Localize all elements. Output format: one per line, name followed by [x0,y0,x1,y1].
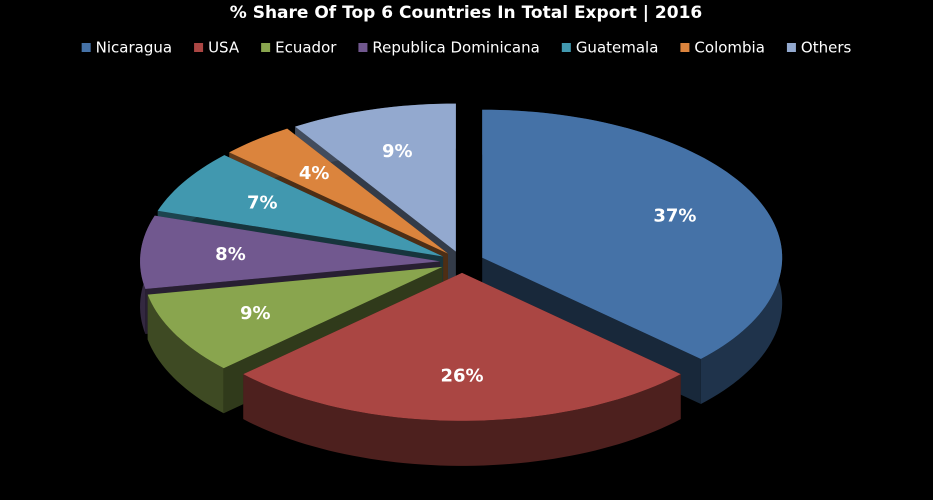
data-label: 4% [299,163,330,184]
legend-label: Guatemala [576,39,659,57]
legend-item: Nicaragua [81,39,172,57]
legend-label: USA [208,39,240,57]
legend-item: Ecuador [261,39,337,57]
chart-title: % Share Of Top 6 Countries In Total Expo… [230,3,703,23]
slice [295,103,456,252]
slice [147,266,443,369]
slice [157,155,444,257]
legend-swatch [358,43,368,52]
legend-item: Others [786,39,852,57]
legend-swatch [786,43,796,52]
legend-label: Republica Dominicana [372,39,539,57]
legend-label: Nicaragua [96,39,172,57]
data-label: 9% [382,141,413,162]
legend-item: Republica Dominicana [358,39,540,57]
data-labels: 37% 26% 9% 8% 7% 4% 9% [215,141,696,386]
legend-label: Colombia [694,39,765,57]
slice [140,215,441,290]
legend-swatch [561,43,571,52]
legend-label: Ecuador [275,39,337,57]
legend-item: USA [194,39,240,57]
data-label: 8% [215,244,246,265]
slice [229,128,448,254]
legend-swatch [81,43,91,52]
legend-label: Others [801,39,852,57]
data-label: 9% [240,303,271,324]
legend-item: Colombia [680,39,765,57]
slice [243,272,681,421]
slice [482,109,783,360]
pie-tops [140,103,783,421]
slice-side [243,374,681,466]
legend-item: Guatemala [561,39,659,57]
data-label: 7% [247,193,278,214]
legend: Nicaragua USA Ecuador Republica Dominicana G… [81,39,852,57]
slice-side [147,294,224,414]
legend-swatch [194,43,204,52]
data-label: 26% [440,365,483,386]
legend-swatch [680,43,690,52]
legend-swatch [261,43,271,52]
data-label: 37% [653,206,696,227]
